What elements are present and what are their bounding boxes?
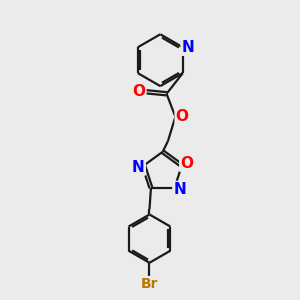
Text: N: N [182, 40, 194, 55]
Text: O: O [180, 156, 193, 171]
Text: O: O [132, 84, 146, 99]
Text: N: N [132, 160, 145, 175]
Text: O: O [176, 109, 189, 124]
Text: N: N [173, 182, 186, 197]
Text: Br: Br [141, 277, 158, 291]
